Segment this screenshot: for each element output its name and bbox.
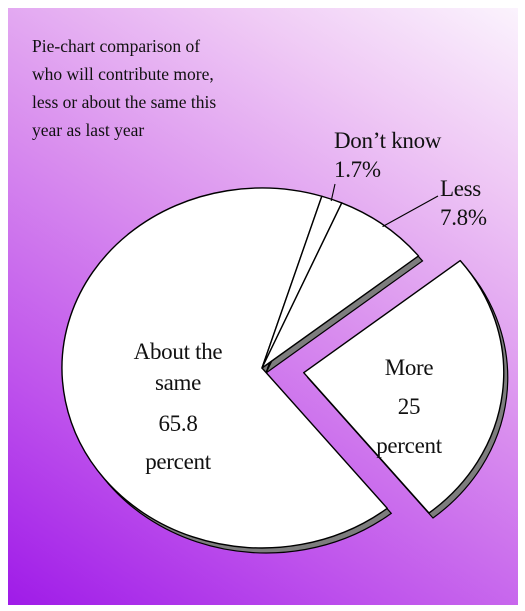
chart-title-line-1: Pie-chart comparison of	[32, 36, 200, 56]
label-about-same-unit: percent	[145, 449, 211, 474]
label-more-unit: percent	[376, 433, 442, 458]
slice-more	[303, 259, 505, 514]
label-less-name: Less	[440, 176, 481, 201]
label-about-same-value: 65.8	[158, 411, 197, 436]
chart-title-line-2: who will contribute more,	[32, 64, 214, 84]
leader-line-less	[382, 195, 439, 228]
label-about-same-line-1: About the	[134, 339, 223, 364]
label-about-same-line-2: same	[155, 370, 201, 395]
chart-title-line-3: less or about the same this	[32, 92, 216, 112]
slices	[61, 187, 505, 549]
label-dont-know-name: Don’t know	[334, 128, 442, 153]
slice-about-the-same	[61, 187, 388, 549]
leader-lines	[330, 183, 439, 228]
label-dont-know-value: 1.7%	[334, 157, 381, 182]
chart-title-line-4: year as last year	[32, 120, 144, 140]
label-more-value: 25	[398, 394, 420, 419]
label-more-name: More	[385, 355, 434, 380]
leader-line-don-t-know	[330, 183, 336, 202]
label-less-value: 7.8%	[440, 205, 487, 230]
slice-less	[261, 202, 420, 369]
